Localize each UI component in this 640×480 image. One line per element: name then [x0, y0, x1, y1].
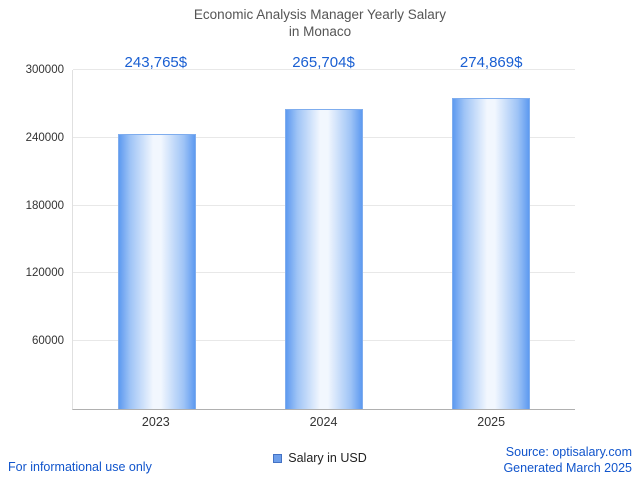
generated-date: Generated March 2025 [503, 461, 632, 475]
chart-title: Economic Analysis Manager Yearly Salary … [0, 6, 640, 40]
bar-2024 [284, 108, 363, 409]
source-link[interactable]: Source: optisalary.com [505, 445, 632, 459]
source-info: Source: optisalary.com Generated March 2… [503, 444, 632, 476]
bar-slot-2023 [73, 70, 240, 409]
x-tick-label-2023: 2023 [141, 415, 170, 429]
legend-swatch-icon [273, 453, 283, 463]
bar-value-label-2025: 274,869$ [459, 54, 523, 71]
x-tick-label-2025: 2025 [477, 415, 506, 429]
x-axis-labels-row: 2023 2024 2025 [72, 415, 575, 429]
bar-value-labels-row: 243,765$ 265,704$ 274,869$ [72, 54, 575, 71]
y-tick-label-180000: 180000 [25, 199, 64, 212]
bar-2025 [452, 98, 531, 409]
chart-title-line2: in Monaco [288, 24, 352, 39]
disclaimer-text: For informational use only [8, 460, 152, 474]
bar-value-label-2024: 265,704$ [292, 54, 355, 71]
bar-value-label-2023: 243,765$ [124, 54, 188, 71]
bar-slot-2024 [240, 70, 407, 409]
bar-2023 [117, 133, 196, 409]
y-tick-label-120000: 120000 [25, 267, 64, 280]
y-tick-label-60000: 60000 [32, 335, 64, 348]
chart-title-line1: Economic Analysis Manager Yearly Salary [193, 7, 447, 22]
bar-slot-2025 [408, 70, 575, 409]
y-tick-label-240000: 240000 [25, 131, 64, 144]
gridline-300000 [73, 69, 575, 70]
plot-area: 60000 120000 180000 240000 300000 [26, 64, 575, 410]
bars-container [73, 70, 575, 409]
y-tick-label-300000: 300000 [25, 64, 64, 76]
x-tick-label-2024: 2024 [309, 415, 338, 429]
legend-label: Salary in USD [288, 451, 367, 465]
legend: Salary in USD [0, 451, 640, 465]
